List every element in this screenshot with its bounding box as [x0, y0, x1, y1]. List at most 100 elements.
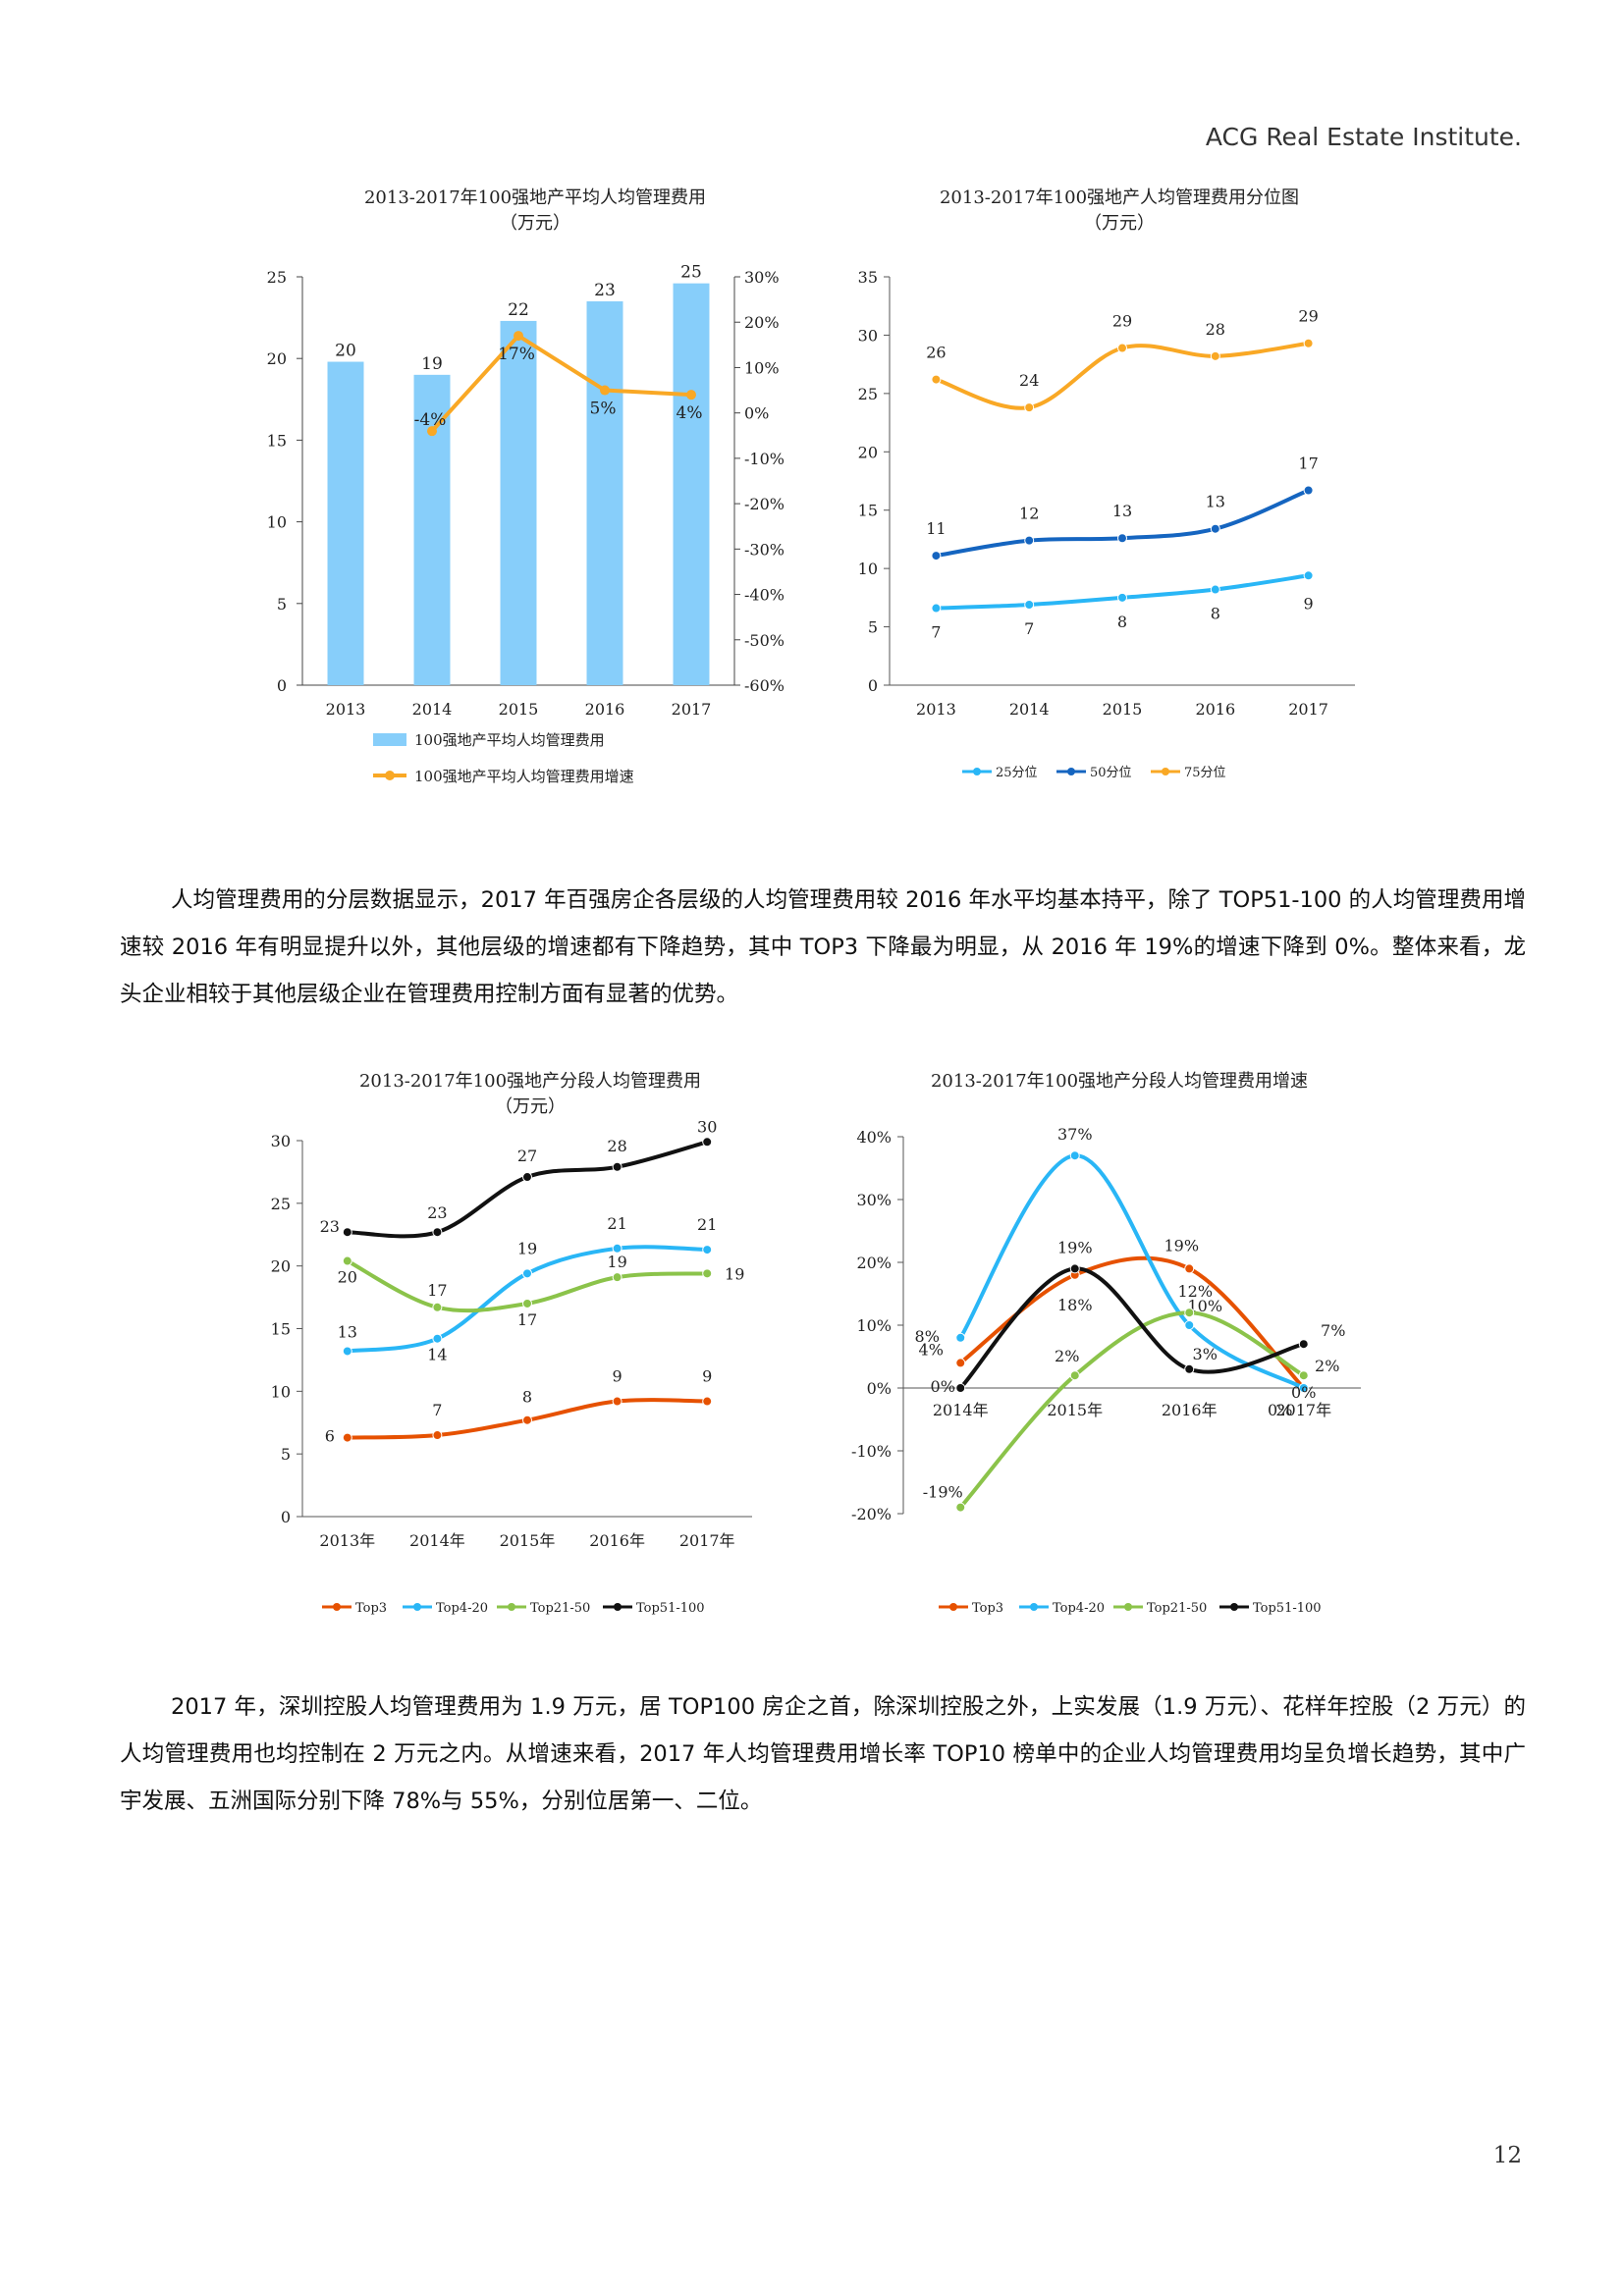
series-data-label: 19% — [1164, 1236, 1199, 1255]
chart-title: 2013-2017年100强地产分段人均管理费用 — [358, 1071, 702, 1092]
y-tick-label: 0 — [868, 676, 878, 695]
y-tick-label: 20 — [858, 443, 878, 461]
bar-data-label: 19 — [421, 354, 443, 374]
chart-svg: 0 5 10 15 20 25 30 35 2013 2014 2015 2016 2017 7 7 8 8 9 1… — [858, 268, 1355, 780]
y2-tick-label: 20% — [744, 313, 780, 332]
chart-avg-mgmt-cost: 2013-2017年100强地产平均人均管理费用 （万元） 0 5 10 15 20 25… — [245, 187, 825, 795]
brand-rest: Real Estate Institute. — [1266, 123, 1522, 151]
page-number: 12 — [1492, 2143, 1522, 2168]
legend-marker — [1230, 1603, 1238, 1611]
series-data-label: 19 — [607, 1253, 626, 1271]
growth-data-label: 17% — [498, 345, 535, 364]
legend-marker — [1162, 768, 1169, 775]
series-point — [342, 1227, 352, 1238]
series-data-label: 14 — [427, 1346, 447, 1364]
y2-tick-label: -60% — [744, 676, 785, 695]
series-data-label: 6 — [325, 1427, 335, 1446]
series-data-label: 23 — [427, 1203, 447, 1222]
series-data-label: 4% — [919, 1340, 944, 1359]
y2-tick-label: 30% — [744, 268, 780, 287]
x-tick-label: 2014 — [412, 700, 453, 719]
series-data-label: -19% — [923, 1483, 963, 1502]
series-data-label: 29 — [1112, 312, 1132, 331]
x-tick-label: 2014年 — [409, 1531, 465, 1550]
x-tick-label: 2015年 — [500, 1531, 556, 1550]
series-point — [1210, 584, 1220, 595]
bar-data-label: 22 — [508, 300, 529, 320]
y-tick-label: 5 — [281, 1445, 291, 1464]
series-data-label: 27 — [517, 1147, 537, 1165]
series-point — [522, 1298, 532, 1308]
legend-marker — [385, 771, 395, 780]
y-tick-label: 5 — [868, 618, 878, 637]
series-data-label: 30 — [697, 1117, 717, 1136]
y-tick-label: 20% — [856, 1254, 892, 1272]
y-tick-label: 30% — [856, 1191, 892, 1209]
chart-tier-cost: 2013-2017年100强地产分段人均管理费用 （万元） 0 5 10 15 20 25… — [265, 1070, 795, 1639]
series-point — [342, 1346, 352, 1357]
legend-label: Top4-20 — [436, 1601, 488, 1616]
y-tick-label: 30 — [271, 1132, 291, 1150]
chart-svg: 0 5 10 15 20 25 30 2013年 2014年 2015年 2016年 2017年 6 7 8… — [271, 1117, 752, 1616]
series-data-label: 37% — [1057, 1125, 1093, 1144]
series-data-label: 29 — [1298, 307, 1318, 326]
series-point — [612, 1243, 623, 1254]
chart-title: 2013-2017年100强地产平均人均管理费用 — [363, 187, 707, 208]
series-data-label: 3% — [1193, 1345, 1218, 1363]
bar — [327, 361, 364, 685]
y-tick-label: -10% — [851, 1442, 892, 1461]
series-point — [1117, 533, 1127, 544]
series-point — [1298, 1339, 1309, 1350]
series-point — [1184, 1320, 1195, 1330]
series-data-label: 0% — [1268, 1401, 1292, 1419]
y-tick-label: -20% — [851, 1505, 892, 1523]
series-point — [432, 1302, 443, 1312]
chart-quantile: 2013-2017年100强地产人均管理费用分位图 （万元） 0 5 10 15 20 2… — [844, 187, 1394, 795]
series-data-label: 12 — [1019, 505, 1039, 523]
legend-label: 100强地产平均人均管理费用增速 — [414, 768, 634, 785]
series-point — [702, 1245, 713, 1255]
series-data-label: 17 — [517, 1310, 537, 1329]
x-tick-label: 2016年 — [589, 1531, 645, 1550]
x-tick-label: 2013 — [326, 700, 366, 719]
y-tick-label: 40% — [856, 1128, 892, 1147]
x-tick-label: 2014 — [1009, 700, 1050, 719]
series-data-label: 7% — [1321, 1321, 1345, 1340]
series-data-label: 8 — [522, 1388, 532, 1407]
x-tick-label: 2017 — [1288, 700, 1328, 719]
y-tick-label: 15 — [267, 431, 287, 450]
series-point — [1298, 1383, 1309, 1393]
x-tick-label: 2015年 — [1047, 1401, 1103, 1419]
y-tick-label: 25 — [267, 268, 287, 287]
series-data-label: 8% — [915, 1327, 940, 1346]
series-point — [432, 1430, 443, 1441]
series-point — [1024, 599, 1035, 610]
legend-marker — [333, 1603, 341, 1611]
series-data-label: 17 — [427, 1281, 447, 1300]
legend-label: Top21-50 — [1147, 1601, 1207, 1616]
series-data-label: 7 — [1024, 619, 1034, 638]
bar — [673, 283, 710, 685]
series-data-label: 19% — [1057, 1238, 1093, 1256]
paragraph-2: 2017 年，深圳控股人均管理费用为 1.9 万元，居 TOP100 房企之首，… — [120, 1694, 1526, 1814]
series-point — [612, 1272, 623, 1283]
series-data-label: 0% — [931, 1377, 955, 1396]
legend-label: Top21-50 — [530, 1601, 590, 1616]
growth-line — [430, 333, 692, 433]
y2-tick-label: -30% — [744, 540, 785, 559]
y-tick-label: 5 — [277, 595, 287, 614]
y-tick-label: 35 — [858, 268, 878, 287]
series-point — [1210, 350, 1220, 361]
series-data-label: 19 — [725, 1264, 744, 1283]
series-point — [612, 1161, 623, 1172]
chart-title: 2013-2017年100强地产分段人均管理费用增速 — [930, 1071, 1309, 1092]
legend-label: 100强地产平均人均管理费用 — [414, 731, 605, 749]
series-data-label: 2% — [1315, 1357, 1339, 1375]
legend-label: 25分位 — [996, 766, 1038, 780]
x-tick-label: 2013 — [916, 700, 956, 719]
series-line — [958, 1266, 1305, 1390]
paragraph-1: 人均管理费用的分层数据显示，2017 年百强房企各层级的人均管理费用较 2016… — [120, 887, 1526, 1007]
series-data-label: 9 — [1304, 594, 1314, 613]
x-tick-label: 2016年 — [1162, 1401, 1218, 1419]
series-point — [955, 1332, 966, 1343]
